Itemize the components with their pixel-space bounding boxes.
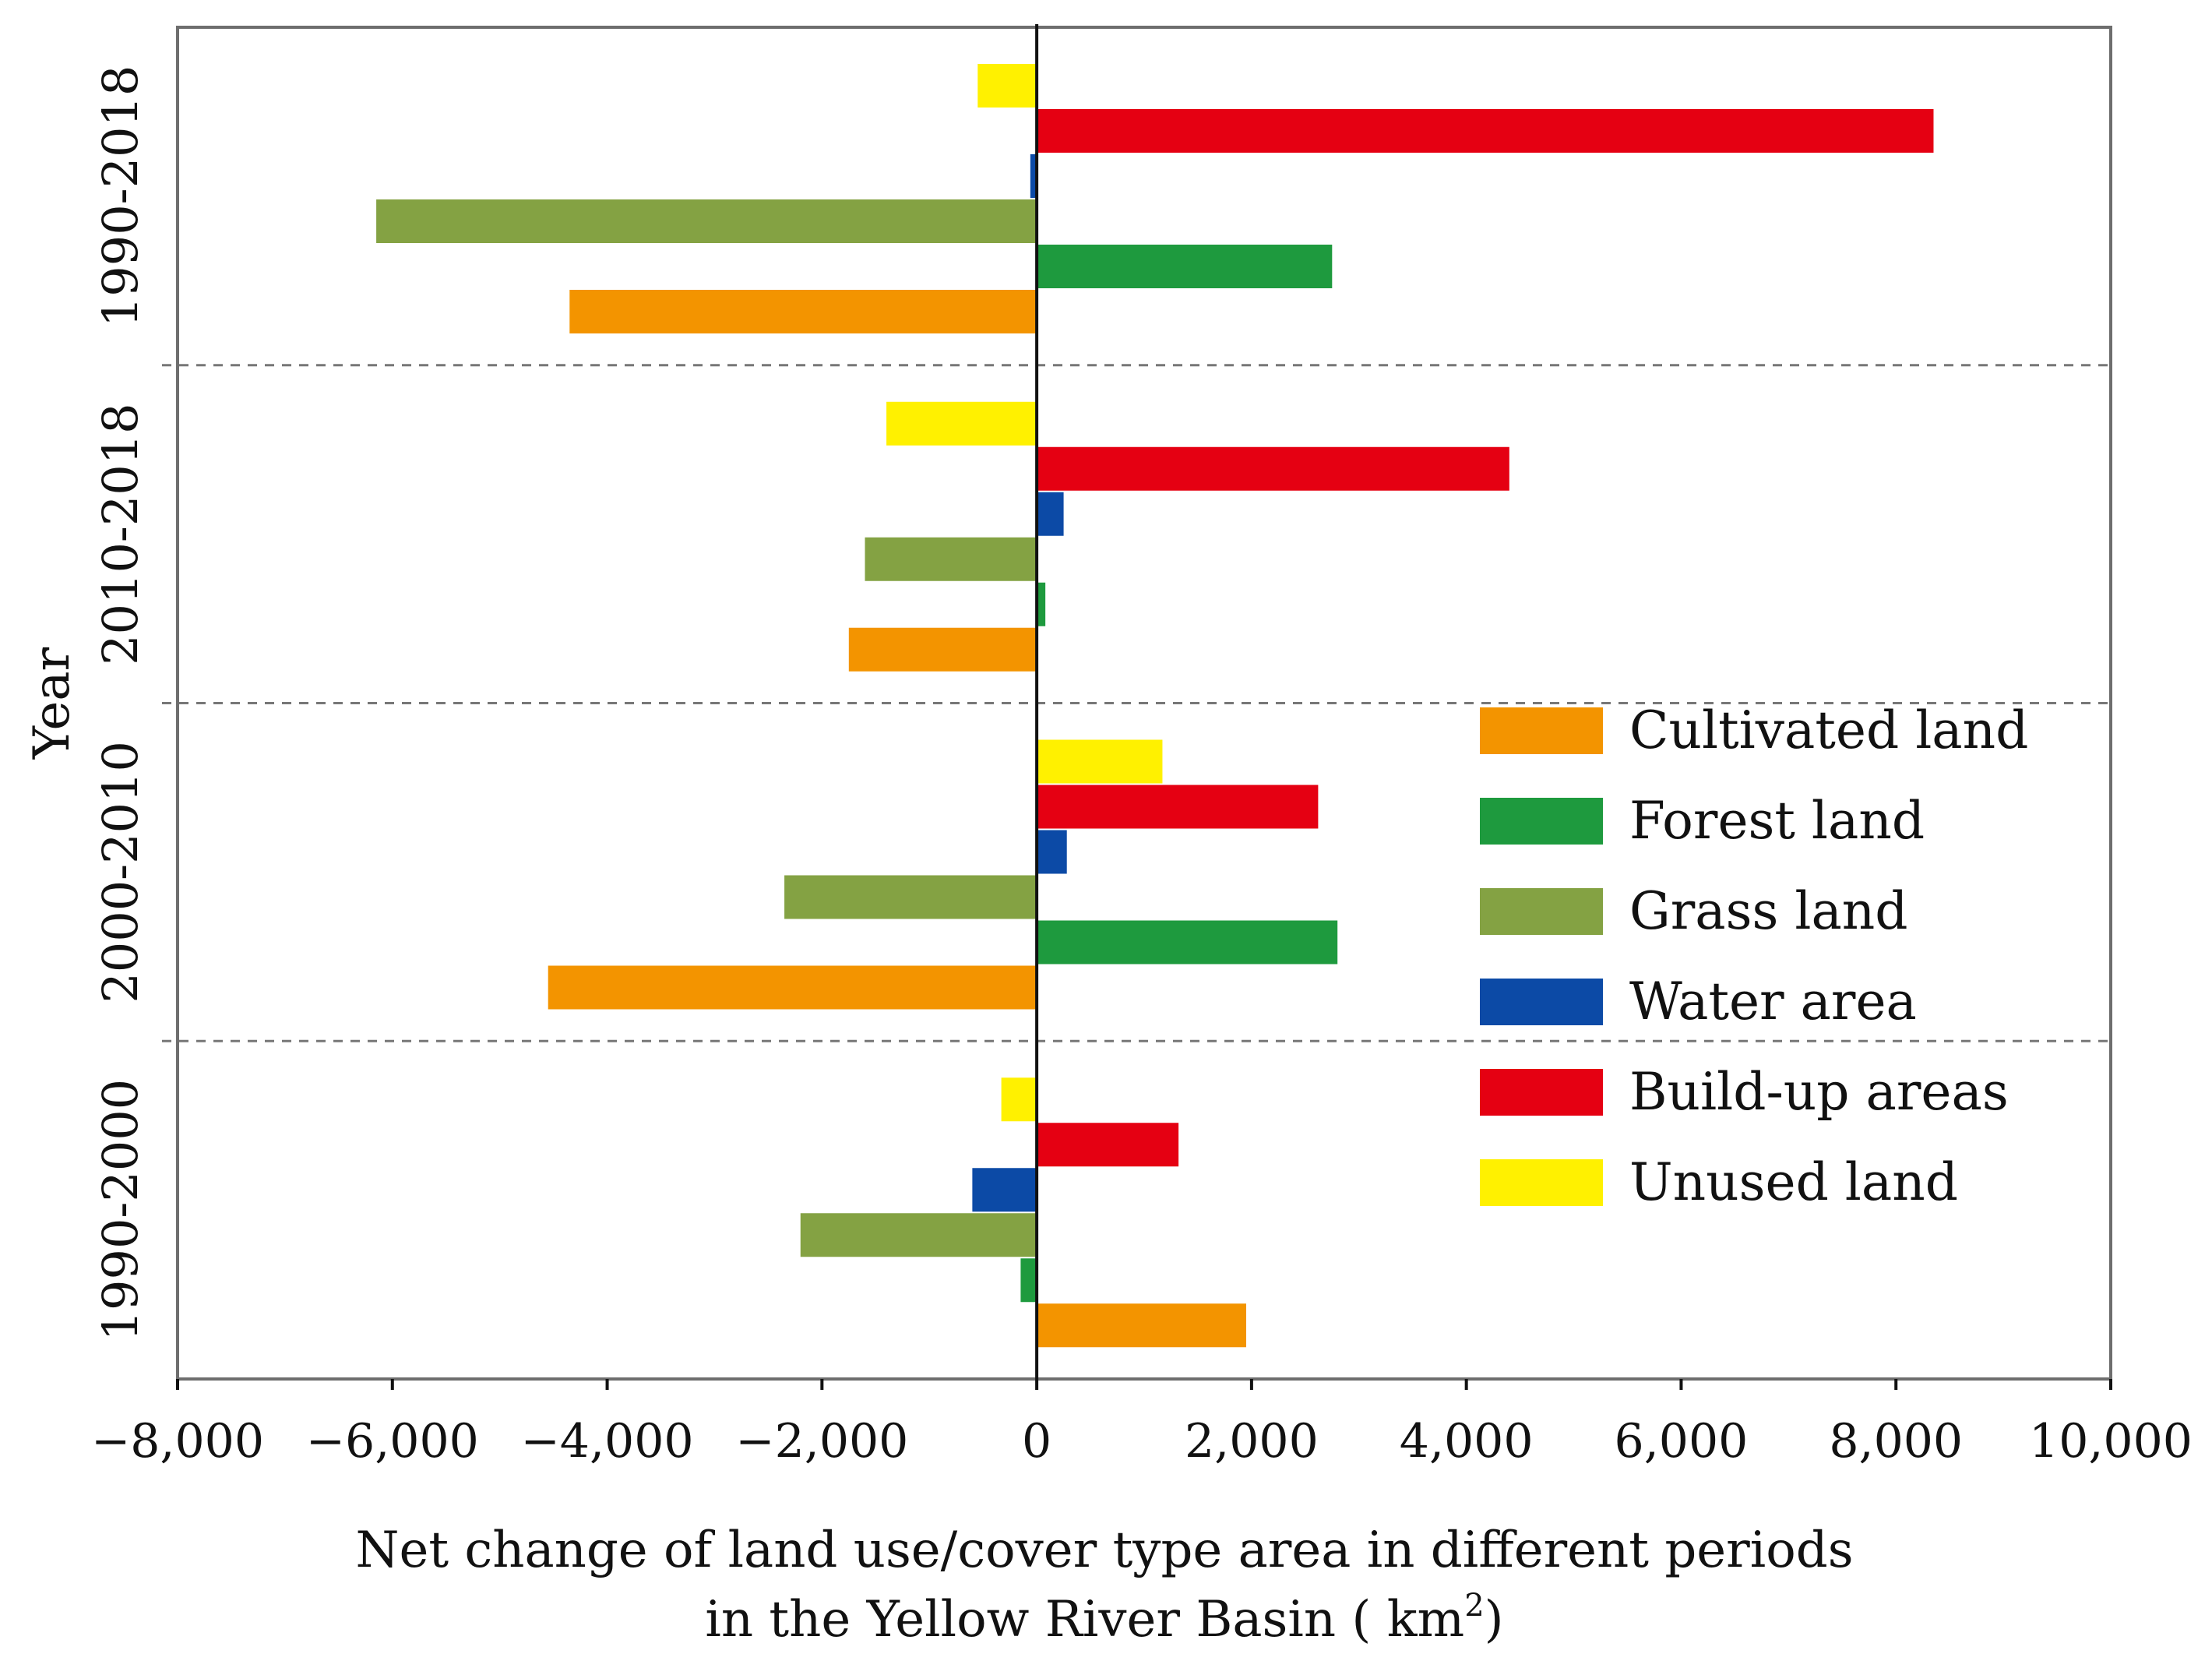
- x-axis-title-line1: Net change of land use/cover type area i…: [355, 1522, 1853, 1579]
- x-tick-label: −2,000: [735, 1414, 908, 1469]
- bar-build-up-areas: [1037, 785, 1319, 829]
- x-tick-label: 0: [1022, 1414, 1051, 1469]
- x-axis-ticks: −8,000 −6,000 −4,000 −2,000 0 2,000 4,000 6,000…: [91, 1379, 2193, 1469]
- legend-swatch: [1480, 1069, 1603, 1116]
- bar-forest-land: [1037, 920, 1338, 965]
- x-tick-label: 2,000: [1185, 1414, 1319, 1469]
- bar-grass-land: [784, 875, 1037, 919]
- legend-swatch: [1480, 707, 1603, 754]
- bar-forest-land: [1037, 245, 1333, 288]
- y-axis-title: Year: [23, 647, 81, 760]
- bar-build-up-areas: [1037, 109, 1934, 153]
- bar-cultivated-land: [548, 965, 1037, 1010]
- bar-unused-land: [1001, 1077, 1037, 1122]
- bar-build-up-areas: [1037, 1123, 1179, 1167]
- period-label: 2010-2018: [92, 403, 149, 665]
- bar-grass-land: [865, 537, 1037, 581]
- bar-water-area: [1037, 492, 1064, 536]
- legend-label: Cultivated land: [1629, 700, 2028, 760]
- bar-forest-land: [1037, 582, 1046, 626]
- plot-frame: [176, 26, 2112, 1381]
- x-axis-title-unit-superscript: 2: [1464, 1588, 1484, 1624]
- legend-swatch: [1480, 888, 1603, 935]
- legend-label: Grass land: [1629, 881, 1908, 941]
- x-axis-title-line2: in the Yellow River Basin ( km2): [705, 1588, 1503, 1649]
- bar-unused-land: [886, 401, 1037, 446]
- bar-build-up-areas: [1037, 446, 1509, 491]
- period-labels: 1990-2018 2010-2018 2000-2010 1990-2000: [92, 65, 149, 1342]
- x-tick-label: −6,000: [306, 1414, 479, 1469]
- bar-cultivated-land: [848, 627, 1037, 672]
- bar-water-area: [1030, 154, 1037, 198]
- x-tick-label: 10,000: [2029, 1414, 2193, 1469]
- legend-swatch: [1480, 798, 1603, 845]
- bar-cultivated-land: [569, 290, 1037, 333]
- x-axis-title-line2-prefix: in the Yellow River Basin ( km: [705, 1591, 1464, 1649]
- bar-water-area: [972, 1168, 1037, 1212]
- bar-forest-land: [1020, 1258, 1037, 1303]
- period-label: 1990-2000: [92, 1079, 149, 1342]
- legend-label: Water area: [1629, 972, 1917, 1032]
- bar-cultivated-land: [1037, 1303, 1246, 1348]
- bar-grass-land: [800, 1213, 1037, 1257]
- x-tick-label: −8,000: [91, 1414, 264, 1469]
- bar-water-area: [1037, 830, 1067, 874]
- period-label: 2000-2010: [92, 741, 149, 1003]
- period-label: 1990-2018: [92, 65, 149, 328]
- bar-unused-land: [977, 64, 1037, 108]
- x-axis-title-line2-suffix: ): [1485, 1591, 1504, 1649]
- x-tick-label: −4,000: [521, 1414, 694, 1469]
- bar-grass-land: [376, 199, 1037, 243]
- x-tick-label: 4,000: [1400, 1414, 1534, 1469]
- legend-label: Unused land: [1629, 1152, 1958, 1212]
- legend-swatch: [1480, 1159, 1603, 1206]
- legend-label: Build-up areas: [1629, 1062, 2009, 1122]
- x-tick-label: 6,000: [1615, 1414, 1749, 1469]
- bar-unused-land: [1037, 739, 1163, 784]
- x-tick-label: 8,000: [1829, 1414, 1963, 1469]
- legend-swatch: [1480, 979, 1603, 1025]
- legend-label: Forest land: [1629, 791, 1925, 851]
- bars: [376, 64, 1934, 1348]
- legend: Cultivated land Forest land Grass land Wate…: [1480, 700, 2028, 1212]
